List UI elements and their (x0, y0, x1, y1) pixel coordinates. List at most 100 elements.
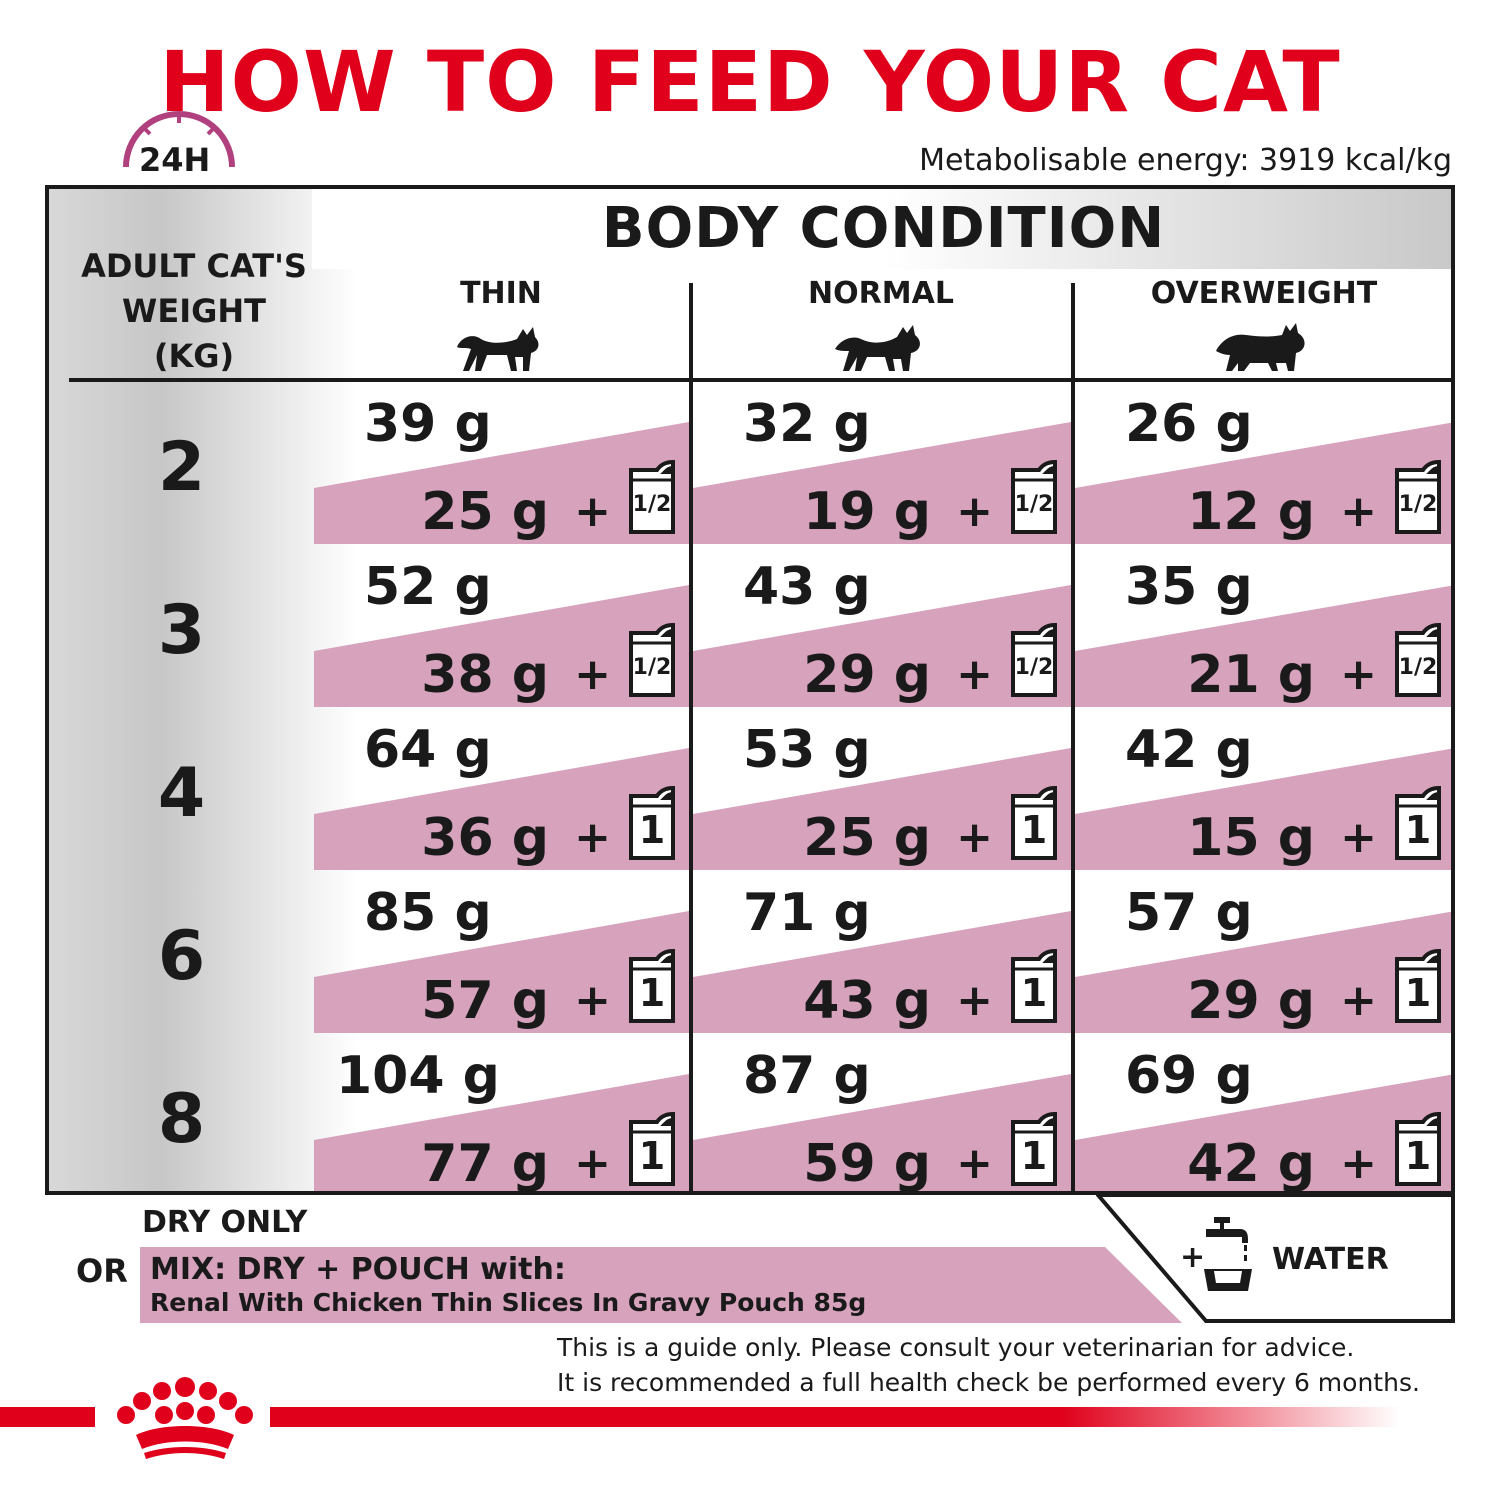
pouch-icon (1011, 459, 1057, 534)
plus-sign: + (574, 975, 611, 1026)
feeding-cell: 85 g 57 g +1 (314, 871, 689, 1033)
plus-sign: + (574, 649, 611, 700)
dry-only-amount: 26 g (1125, 394, 1253, 454)
pouch-portion: 1 (1404, 1134, 1432, 1178)
mix-wedge (693, 422, 1071, 544)
plus-sign: + (956, 486, 993, 537)
dry-only-amount: 52 g (364, 557, 492, 617)
dry-only-amount: 87 g (743, 1046, 871, 1106)
dry-only-amount: 85 g (364, 883, 492, 943)
mix-legend-band (140, 1247, 1182, 1323)
24h-badge: 24H (136, 144, 214, 176)
column-divider (689, 283, 693, 1191)
mix-dry-amount: 29 g (1187, 971, 1315, 1031)
plus-sign: + (956, 1138, 993, 1189)
weight-header: ADULT CAT'S WEIGHT (KG) (59, 244, 329, 379)
plus-sign: + (956, 975, 993, 1026)
mix-dry-amount: 42 g (1187, 1134, 1315, 1194)
mix-wedge (1075, 911, 1451, 1033)
feeding-cell: 71 g 43 g +1 (693, 871, 1071, 1033)
pouch-icon (1011, 1111, 1057, 1186)
disclaimer-line: It is recommended a full health check be… (557, 1368, 1420, 1397)
pouch-icon (1395, 1111, 1441, 1186)
weight-value: 6 (157, 917, 206, 996)
mix-wedge (693, 911, 1071, 1033)
pouch-icon (629, 948, 675, 1023)
weight-header-line: WEIGHT (122, 292, 266, 330)
pouch-icon (629, 1111, 675, 1186)
clock-icon (123, 111, 235, 168)
pouch-portion: 1 (638, 1134, 666, 1178)
plus-sign: + (574, 1138, 611, 1189)
feeding-cell: 52 g 38 g +1/2 (314, 545, 689, 707)
mix-dry-amount: 19 g (803, 482, 931, 542)
weight-header-line: (KG) (153, 337, 235, 375)
plus-sign: + (1340, 486, 1377, 537)
feeding-cell: 32 g 19 g +1/2 (693, 382, 1071, 544)
mix-wedge (1075, 585, 1451, 707)
or-label: OR (76, 1252, 128, 1290)
dry-only-amount: 53 g (743, 720, 871, 780)
feeding-cell: 53 g 25 g +1 (693, 708, 1071, 870)
pouch-icon (1011, 948, 1057, 1023)
dry-only-amount: 32 g (743, 394, 871, 454)
mix-dry-amount: 12 g (1187, 482, 1315, 542)
pouch-portion: 1/2 (632, 492, 672, 517)
feeding-table: BODY CONDITION ADULT CAT'S WEIGHT (KG) T… (45, 185, 1455, 1195)
pouch-icon (629, 622, 675, 697)
pouch-icon (629, 459, 675, 534)
water-box (1096, 1193, 1455, 1323)
mix-wedge (314, 748, 689, 870)
feeding-cell: 39 g 25 g +1/2 (314, 382, 689, 544)
mix-dry-amount: 21 g (1187, 645, 1315, 705)
weight-value: 8 (157, 1080, 206, 1159)
pouch-portion: 1 (1404, 808, 1432, 852)
pouch-portion: 1/2 (1014, 492, 1054, 517)
pouch-portion: 1/2 (632, 655, 672, 680)
water-plus: + (1180, 1240, 1206, 1275)
pouch-portion: 1/2 (1398, 492, 1438, 517)
plus-sign: + (1340, 975, 1377, 1026)
pouch-icon (1395, 948, 1441, 1023)
pouch-portion: 1 (1020, 808, 1048, 852)
mix-wedge (693, 585, 1071, 707)
pouch-portion: 1 (1020, 1134, 1048, 1178)
column-divider (1071, 283, 1075, 1191)
pouch-portion: 1 (638, 808, 666, 852)
mix-dry-amount: 77 g (421, 1134, 549, 1194)
pouch-portion: 1/2 (1014, 655, 1054, 680)
column-header-overweight: OVERWEIGHT (1150, 276, 1378, 311)
feeding-cell: 57 g 29 g +1 (1075, 871, 1451, 1033)
mix-wedge (314, 1074, 689, 1191)
brand-bar-left (0, 1407, 95, 1427)
pouch-icon (1395, 622, 1441, 697)
dry-only-amount: 43 g (743, 557, 871, 617)
dry-only-amount: 69 g (1125, 1046, 1253, 1106)
header-band (312, 189, 1451, 269)
weight-header-line: ADULT CAT'S (81, 247, 307, 285)
plus-sign: + (574, 812, 611, 863)
weight-value: 4 (157, 754, 206, 833)
dry-only-amount: 39 g (364, 394, 492, 454)
body-condition-header: BODY CONDITION (601, 196, 1166, 261)
pouch-icon (1395, 785, 1441, 860)
plus-sign: + (956, 812, 993, 863)
pouch-portion: 1/2 (1398, 655, 1438, 680)
mix-dry-amount: 15 g (1187, 808, 1315, 868)
mix-dry-amount: 59 g (803, 1134, 931, 1194)
royal-canin-crown-icon (117, 1377, 253, 1459)
water-label: WATER (1272, 1242, 1389, 1277)
mix-wedge (1075, 422, 1451, 544)
mix-wedge (314, 422, 689, 544)
pouch-portion: 1 (1020, 971, 1048, 1015)
plus-sign: + (574, 486, 611, 537)
mix-dry-amount: 29 g (803, 645, 931, 705)
plus-sign: + (1340, 812, 1377, 863)
mix-wedge (693, 1074, 1071, 1191)
mix-wedge (1075, 748, 1451, 870)
mix-wedge (693, 748, 1071, 870)
pouch-portion: 1 (1404, 971, 1432, 1015)
mix-dry-amount: 43 g (803, 971, 931, 1031)
mix-wedge (314, 585, 689, 707)
mix-wedge (314, 911, 689, 1033)
